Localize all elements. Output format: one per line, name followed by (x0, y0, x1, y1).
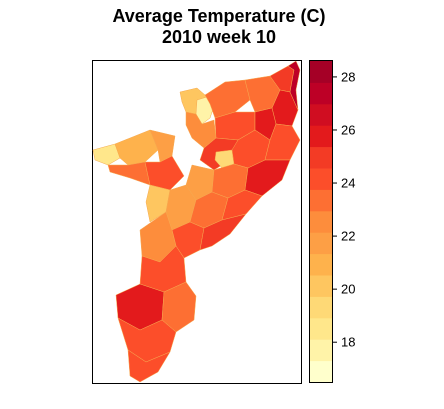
legend-color-band (310, 103, 332, 126)
chart-title-line-1: Average Temperature (C) (112, 6, 326, 26)
map-region (127, 349, 171, 383)
map-region (145, 184, 171, 223)
legend-color-band (310, 61, 332, 83)
legend-tick-label: 18 (341, 335, 355, 350)
map-region (204, 79, 251, 119)
legend-color-band (310, 82, 332, 105)
legend-color-band (310, 253, 332, 276)
legend-color-band (310, 339, 332, 362)
map-regions (92, 60, 301, 383)
legend-frame (309, 60, 333, 383)
legend-tick-label: 24 (341, 176, 355, 191)
legend-color-band (310, 210, 332, 233)
legend-color-band (310, 146, 332, 169)
legend-color-band (310, 317, 332, 340)
legend-tick-label: 20 (341, 282, 355, 297)
map-region (199, 213, 247, 251)
legend-color-bar (310, 61, 332, 383)
legend-color-band (310, 296, 332, 319)
legend-color-band (310, 232, 332, 255)
legend-ticks: 18 20 22 24 26 28 (332, 69, 355, 350)
map-region (114, 129, 159, 166)
legend-color-band (310, 125, 332, 148)
legend-tick-label: 22 (341, 229, 355, 244)
legend-tick-label: 26 (341, 122, 355, 137)
legend-tick-label: 28 (341, 69, 355, 84)
map-region (287, 60, 301, 111)
legend-color-band (310, 360, 332, 383)
legend-color-band (310, 275, 332, 297)
legend-color-band (310, 168, 332, 190)
map-region (221, 189, 263, 221)
map-region (92, 143, 121, 166)
chart-title-line-2: 2010 week 10 (161, 27, 277, 47)
legend-color-band (310, 189, 332, 212)
